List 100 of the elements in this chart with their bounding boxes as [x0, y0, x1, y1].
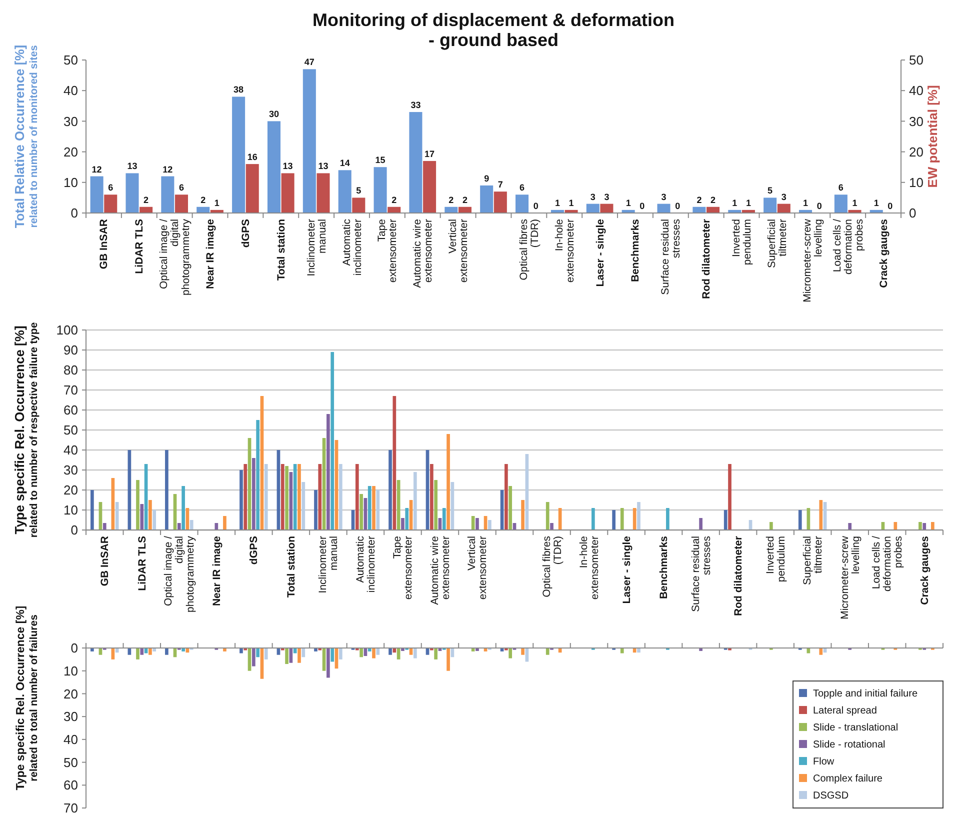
- y-tick-label: 0: [70, 522, 78, 538]
- bar: [392, 648, 396, 653]
- data-label: 2: [144, 194, 149, 205]
- data-label: 1: [746, 198, 751, 208]
- bar: [256, 648, 260, 658]
- y-tick-label: 30: [64, 709, 78, 724]
- bar: [140, 206, 153, 213]
- data-label: 12: [162, 164, 173, 174]
- bar: [508, 648, 512, 658]
- data-label: 1: [626, 198, 631, 208]
- bar: [728, 464, 732, 530]
- legend-label: Lateral spread: [813, 706, 877, 716]
- data-label: 7: [498, 180, 503, 190]
- y-tick-label: 40: [64, 442, 78, 458]
- bar: [374, 167, 387, 213]
- bar: [115, 502, 119, 530]
- bar: [401, 518, 404, 530]
- bar: [280, 464, 284, 530]
- bar: [252, 458, 256, 530]
- bar: [338, 464, 342, 530]
- bar: [376, 490, 380, 530]
- y-axis-title: Type specific Rel. Occurrence [%] related to number of respective failure type: [12, 322, 40, 538]
- y2-tick-label: 50: [909, 52, 924, 68]
- y-tick-label: 0: [70, 206, 78, 221]
- y-tick-label: 20: [64, 482, 78, 498]
- data-label: 2: [710, 194, 716, 205]
- chart-title: Monitoring of displacement & deformation - ground based: [312, 10, 675, 50]
- bar: [368, 648, 372, 652]
- bar: [620, 648, 624, 654]
- x-tick-label: Inclinometer manual: [317, 536, 340, 594]
- y-tick-label: 50: [64, 754, 78, 770]
- y2-tick-label: 40: [909, 83, 924, 98]
- bar: [256, 420, 260, 530]
- data-label: 1: [874, 198, 879, 208]
- data-label: 2: [448, 194, 454, 205]
- bar: [314, 648, 318, 652]
- bar: [182, 648, 185, 652]
- x-tick-label: LiDAR TLS: [136, 536, 148, 591]
- x-tick-label: Total station: [285, 536, 298, 598]
- x-tick-label: Laser - single: [620, 536, 633, 604]
- data-label: 33: [410, 100, 421, 110]
- data-label: 1: [214, 198, 220, 208]
- y-tick-label: 10: [64, 174, 78, 190]
- bar: [148, 648, 152, 655]
- bar: [182, 486, 185, 530]
- data-label: 1: [852, 198, 858, 208]
- bar: [376, 648, 380, 655]
- bar: [330, 352, 334, 530]
- bar: [244, 464, 248, 530]
- legend-label: Slide - rotational: [813, 740, 886, 750]
- bar: [657, 204, 670, 213]
- bar: [388, 206, 401, 213]
- bar: [637, 502, 640, 530]
- y-tick-label: 70: [64, 382, 78, 398]
- data-label: 5: [768, 186, 773, 196]
- y-tick-label: 60: [64, 778, 78, 793]
- bar: [90, 176, 104, 213]
- bar: [326, 648, 330, 678]
- y-tick-label: 30: [64, 462, 78, 478]
- bar: [302, 648, 306, 658]
- x-tick-label: GB InSAR: [98, 218, 110, 270]
- y2-tick-label: 30: [909, 114, 924, 129]
- y2-tick-label: 20: [909, 144, 924, 160]
- data-label: 6: [520, 182, 525, 193]
- bar: [612, 510, 616, 530]
- legend-label: Topple and initial failure: [813, 688, 918, 700]
- bar: [252, 648, 256, 666]
- x-tick-label: In-hole extensometer: [553, 218, 576, 283]
- bar: [161, 176, 174, 213]
- bar: [476, 518, 479, 530]
- x-tick-label: Inverted pendulum: [730, 218, 754, 266]
- bar: [372, 648, 376, 658]
- y-tick-label: 40: [64, 732, 78, 747]
- bar: [516, 194, 529, 213]
- bar: [298, 648, 301, 663]
- x-tick-label: Near IR image: [204, 218, 217, 290]
- bar: [223, 516, 226, 530]
- bar: [446, 434, 450, 530]
- y2-tick-label: 10: [909, 174, 924, 190]
- x-tick-label: Inclinometer manual: [305, 218, 328, 276]
- x-tick-label: Optical image / digital photogrammetry: [162, 535, 197, 612]
- bar: [326, 414, 330, 530]
- data-label: 6: [108, 182, 114, 193]
- bar: [136, 480, 140, 530]
- x-tick-label: Crack gauges: [878, 218, 890, 288]
- bar: [136, 648, 140, 660]
- bar: [152, 510, 156, 530]
- y2-tick-label: 0: [909, 206, 916, 221]
- bar: [508, 486, 512, 530]
- data-label: 0: [675, 201, 680, 211]
- bar: [550, 523, 554, 530]
- bar: [140, 648, 144, 655]
- bar: [298, 464, 301, 530]
- bar: [314, 490, 318, 530]
- x-tick-label: Benchmarks: [630, 218, 642, 282]
- x-tick-label: Optical fibres (TDR): [518, 219, 541, 280]
- bar: [302, 69, 316, 213]
- data-label: 2: [392, 194, 397, 205]
- bar: [930, 522, 934, 530]
- y-tick-label: 0: [70, 640, 78, 656]
